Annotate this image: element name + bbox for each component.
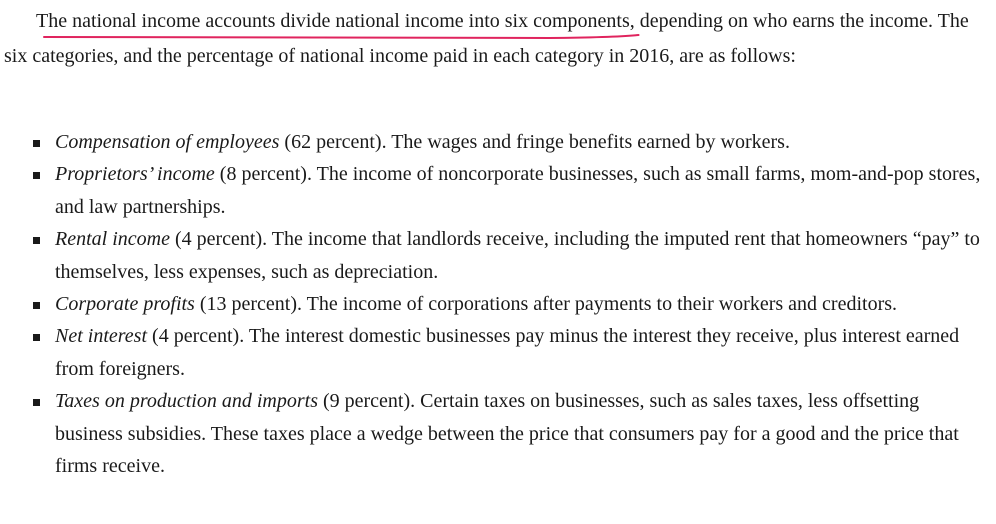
item-percent: (9 percent). <box>317 390 421 413</box>
list-item-compensation: Compensation of employees (62 percent). … <box>0 126 990 158</box>
item-term: Net interest <box>55 325 148 348</box>
red-underline-mark <box>44 30 639 44</box>
item-description: The income that landlords receive, inclu… <box>55 228 980 283</box>
item-percent: (13 percent). <box>194 293 307 316</box>
bullet-square-icon <box>33 237 40 245</box>
list-item-rental: Rental income (4 percent). The income th… <box>0 223 990 288</box>
bullet-square-icon <box>33 399 40 407</box>
list-item-corporate-profits: Corporate profits (13 percent). The inco… <box>0 288 990 320</box>
list-item-net-interest: Net interest (4 percent). The interest d… <box>0 320 990 385</box>
item-term: Rental income <box>55 228 170 251</box>
highlighted-text: he national income accounts divide natio… <box>48 10 635 32</box>
income-components-list: Compensation of employees (62 percent). … <box>0 126 990 482</box>
list-item-taxes: Taxes on production and imports (9 perce… <box>0 385 990 482</box>
item-percent: (8 percent). <box>214 163 317 186</box>
item-description: The income of corporations after payment… <box>306 293 898 316</box>
item-percent: (62 percent). <box>279 131 392 153</box>
item-term: Taxes on production and imports <box>55 390 318 413</box>
bullet-square-icon <box>33 302 40 310</box>
intro-paragraph: The national income accounts divide nati… <box>4 4 984 74</box>
item-description: The interest domestic businesses pay min… <box>55 325 960 380</box>
item-description: The wages and fringe benefits earned by … <box>391 131 790 153</box>
item-percent: (4 percent). <box>169 228 272 251</box>
item-percent: (4 percent). <box>147 325 249 348</box>
item-term: Proprietors’ income <box>55 163 215 186</box>
item-description: The income of noncorporate businesses, s… <box>55 163 981 218</box>
bullet-square-icon <box>33 140 40 147</box>
intro-lead-letter: T <box>36 10 49 32</box>
bullet-square-icon <box>33 334 40 342</box>
bullet-square-icon <box>33 172 40 180</box>
intro-rest-text: depending on who earns the income. The s… <box>4 10 969 67</box>
item-term: Compensation of employees <box>55 131 280 153</box>
highlighted-phrase: he national income accounts divide natio… <box>48 10 635 32</box>
item-term: Corporate profits <box>55 293 195 316</box>
list-item-proprietors: Proprietors’ income (8 percent). The inc… <box>0 158 990 223</box>
item-description: Certain taxes on businesses, such as sal… <box>55 390 959 478</box>
